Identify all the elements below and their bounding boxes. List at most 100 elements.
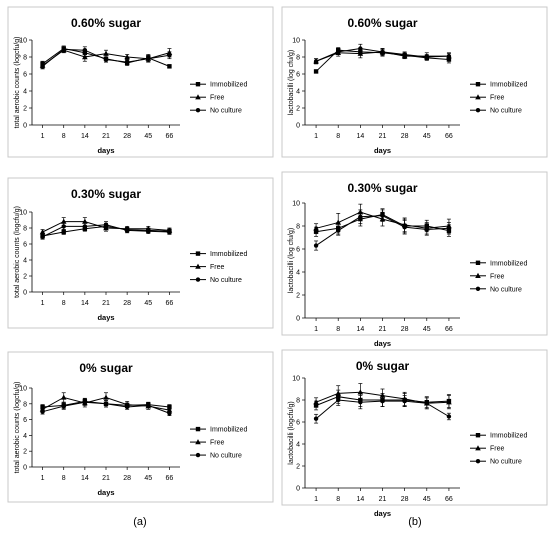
data-point <box>402 398 407 404</box>
data-point <box>424 54 429 60</box>
x-tick-label: 14 <box>356 496 364 503</box>
x-tick-label: 28 <box>401 496 409 503</box>
x-tick-label: 14 <box>81 475 89 482</box>
y-tick-label: 10 <box>19 386 27 393</box>
legend-label: No culture <box>490 459 522 466</box>
x-tick-label: 1 <box>41 475 45 482</box>
data-point <box>167 64 172 69</box>
x-axis-label: days <box>374 509 391 518</box>
x-tick-label: 45 <box>144 475 152 482</box>
legend-marker <box>195 426 201 432</box>
data-point <box>146 56 151 61</box>
data-point <box>61 403 66 409</box>
chart-title: 0.30% sugar <box>71 187 141 201</box>
y-tick-label: 4 <box>296 442 300 449</box>
y-tick-label: 8 <box>23 55 27 62</box>
x-tick-label: 28 <box>123 300 131 307</box>
y-tick-label: 6 <box>296 72 300 79</box>
x-tick-label: 28 <box>123 475 131 482</box>
chart-title: 0.60% sugar <box>347 16 417 30</box>
y-tick-label: 0 <box>296 123 300 130</box>
legend-marker <box>475 445 481 451</box>
legend-marker <box>475 433 481 438</box>
series-no-culture <box>40 221 172 240</box>
data-point <box>124 228 130 233</box>
data-point <box>61 47 66 52</box>
data-point <box>336 49 341 55</box>
y-tick-label: 2 <box>23 274 27 281</box>
panel-frame <box>281 171 548 336</box>
legend-marker <box>195 94 201 100</box>
data-point <box>61 229 66 235</box>
x-tick-label: 1 <box>41 133 45 140</box>
y-axis-label: total aerobic counts (logcfu/g) <box>14 382 21 474</box>
data-point <box>335 219 342 225</box>
y-tick-label: 10 <box>292 201 300 208</box>
y-tick-label: 0 <box>296 486 300 493</box>
legend-item: Free <box>190 263 225 271</box>
data-point <box>380 49 385 55</box>
legend-label: Free <box>490 273 505 280</box>
legend-marker <box>195 82 201 87</box>
data-point <box>336 397 341 403</box>
data-point <box>82 400 88 405</box>
x-tick-label: 14 <box>356 326 364 333</box>
x-tick-label: 45 <box>144 133 152 140</box>
legend-label: Immobilized <box>210 251 247 258</box>
legend-label: No culture <box>490 286 522 293</box>
data-point <box>336 228 341 233</box>
panel-frame <box>281 6 548 158</box>
y-tick-label: 2 <box>296 106 300 113</box>
x-tick-label: 14 <box>356 133 364 140</box>
x-axis-label: days <box>97 313 114 322</box>
y-axis-label: total aerobic counts (logcfu/g) <box>14 206 21 298</box>
data-point <box>124 59 130 65</box>
data-point <box>103 50 109 56</box>
panel-frame <box>7 6 274 158</box>
panel-frame <box>7 351 274 503</box>
y-tick-label: 10 <box>19 210 27 217</box>
legend-item: Free <box>190 439 225 447</box>
legend-marker <box>475 272 481 278</box>
panel-frame <box>7 177 274 329</box>
legend-marker <box>475 94 481 100</box>
y-tick-label: 6 <box>23 72 27 79</box>
y-tick-label: 8 <box>296 224 300 231</box>
y-tick-label: 4 <box>23 433 27 440</box>
x-tick-label: 8 <box>336 133 340 140</box>
x-tick-label: 21 <box>379 496 387 503</box>
data-point <box>146 229 151 234</box>
data-point <box>358 214 363 219</box>
y-tick-label: 10 <box>292 38 300 45</box>
legend-item: Immobilized <box>470 433 527 440</box>
y-tick-label: 4 <box>23 258 27 265</box>
y-tick-label: 6 <box>23 417 27 424</box>
legend-item: No culture <box>470 459 522 466</box>
y-tick-label: 0 <box>23 290 27 297</box>
legend-label: No culture <box>490 108 522 115</box>
legend-item: No culture <box>190 108 242 115</box>
data-point <box>124 54 130 60</box>
legend-item: Immobilized <box>190 427 247 434</box>
x-tick-label: 66 <box>445 133 453 140</box>
x-tick-label: 45 <box>423 133 431 140</box>
data-point <box>380 213 385 218</box>
y-axis-label: lactobacilli (log cfu/g) <box>288 50 295 115</box>
data-point <box>82 218 88 224</box>
data-point <box>82 224 88 229</box>
data-point <box>379 392 386 398</box>
legend-marker <box>475 260 481 265</box>
legend-label: Free <box>210 264 225 271</box>
panel-label-b: (b) <box>408 516 421 528</box>
data-point <box>380 398 385 404</box>
x-axis-label: days <box>374 146 391 155</box>
x-tick-label: 66 <box>166 475 174 482</box>
data-point <box>313 399 319 405</box>
panel-frame <box>281 349 548 506</box>
x-tick-label: 8 <box>62 300 66 307</box>
legend-label: Immobilized <box>490 260 527 267</box>
y-tick-label: 0 <box>23 123 27 130</box>
y-tick-label: 4 <box>296 89 300 96</box>
x-tick-label: 28 <box>123 133 131 140</box>
